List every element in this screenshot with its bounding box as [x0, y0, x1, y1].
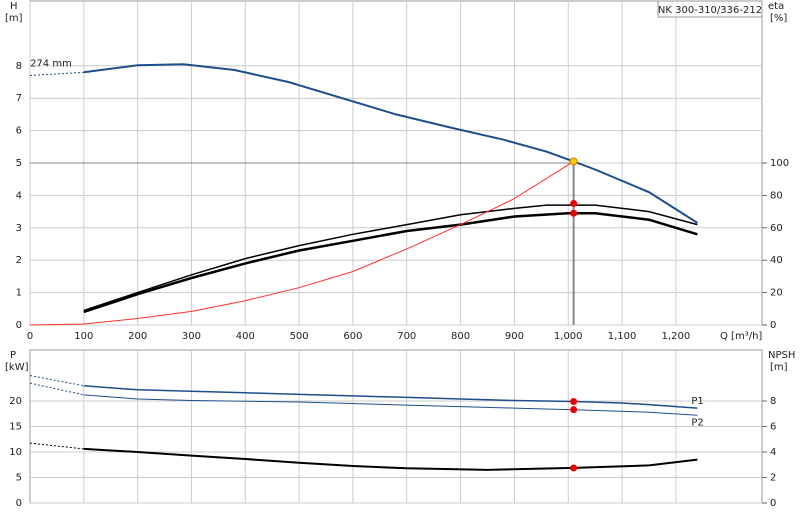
y-axis-label: P — [10, 350, 16, 361]
y2-tick-label: 20 — [770, 288, 783, 299]
y-tick-label: 10 — [9, 447, 22, 458]
y2-axis-label: NPSH — [768, 350, 795, 361]
x-axis-label: Q [m³/h] — [720, 331, 762, 342]
curve — [29, 160, 574, 326]
x-tick-label: 1,000 — [554, 331, 583, 342]
y-tick-label: 4 — [16, 190, 22, 201]
y2-tick-label: 0 — [770, 320, 776, 331]
y2-tick-label: 0 — [770, 498, 776, 509]
duty-point — [570, 398, 578, 406]
y2-axis-label: eta — [768, 1, 784, 12]
y2-tick-label: 80 — [770, 190, 783, 201]
curve-label: P2 — [691, 417, 703, 428]
y-tick-label: 0 — [16, 498, 22, 509]
x-tick-label: 1,200 — [662, 331, 691, 342]
y-axis-unit: [m] — [5, 13, 23, 24]
y-tick-label: 6 — [16, 126, 22, 137]
y2-tick-label: 4 — [770, 447, 776, 458]
curve — [29, 375, 84, 387]
duty-point — [570, 406, 578, 414]
x-tick-label: 600 — [343, 331, 362, 342]
y2-tick-label: 6 — [770, 422, 776, 433]
y2-tick-label: 40 — [770, 255, 783, 266]
y-tick-label: 5 — [16, 158, 22, 169]
curve — [29, 382, 84, 396]
curve — [83, 63, 698, 224]
y-tick-label: 3 — [16, 223, 22, 234]
y2-tick-label: 8 — [770, 396, 776, 407]
y2-axis-unit: [m] — [770, 362, 788, 373]
curve-label: P1 — [691, 396, 703, 407]
title-box — [657, 0, 763, 18]
x-tick-label: 0 — [27, 331, 33, 342]
y-tick-label: 15 — [9, 422, 22, 433]
curve — [29, 71, 84, 76]
y2-axis-unit: [%] — [770, 13, 787, 24]
y2-tick-label: 60 — [770, 223, 783, 234]
x-tick-label: 900 — [505, 331, 524, 342]
x-tick-label: 700 — [397, 331, 416, 342]
y-tick-label: 20 — [9, 396, 22, 407]
x-tick-label: 300 — [182, 331, 201, 342]
y2-tick-label: 100 — [770, 158, 789, 169]
duty-point — [570, 464, 578, 472]
x-tick-label: 200 — [128, 331, 147, 342]
chart-title: NK 300-310/336-212 — [658, 5, 762, 16]
curve — [29, 442, 84, 450]
x-tick-label: 400 — [236, 331, 255, 342]
x-tick-label: 1,100 — [608, 331, 637, 342]
y-tick-label: 2 — [16, 255, 22, 266]
curve — [83, 211, 698, 314]
curve — [83, 447, 698, 471]
y-tick-label: 7 — [16, 93, 22, 104]
x-tick-label: 100 — [74, 331, 93, 342]
curve — [83, 204, 698, 312]
duty-point — [570, 200, 578, 207]
x-tick-label: 800 — [451, 331, 470, 342]
y-axis-label: H — [10, 1, 18, 12]
y-axis-unit: [kW] — [5, 362, 29, 373]
y-tick-label: 1 — [16, 288, 22, 299]
y-tick-label: 5 — [16, 473, 22, 484]
x-tick-label: 500 — [290, 331, 309, 342]
curve-label: 274 mm — [30, 58, 72, 69]
duty-point — [570, 209, 578, 217]
curve — [83, 394, 698, 416]
curve — [83, 384, 698, 409]
y-tick-label: 0 — [16, 320, 22, 331]
duty-point — [569, 157, 578, 166]
y2-tick-label: 2 — [770, 473, 776, 484]
y-tick-label: 8 — [16, 61, 22, 72]
